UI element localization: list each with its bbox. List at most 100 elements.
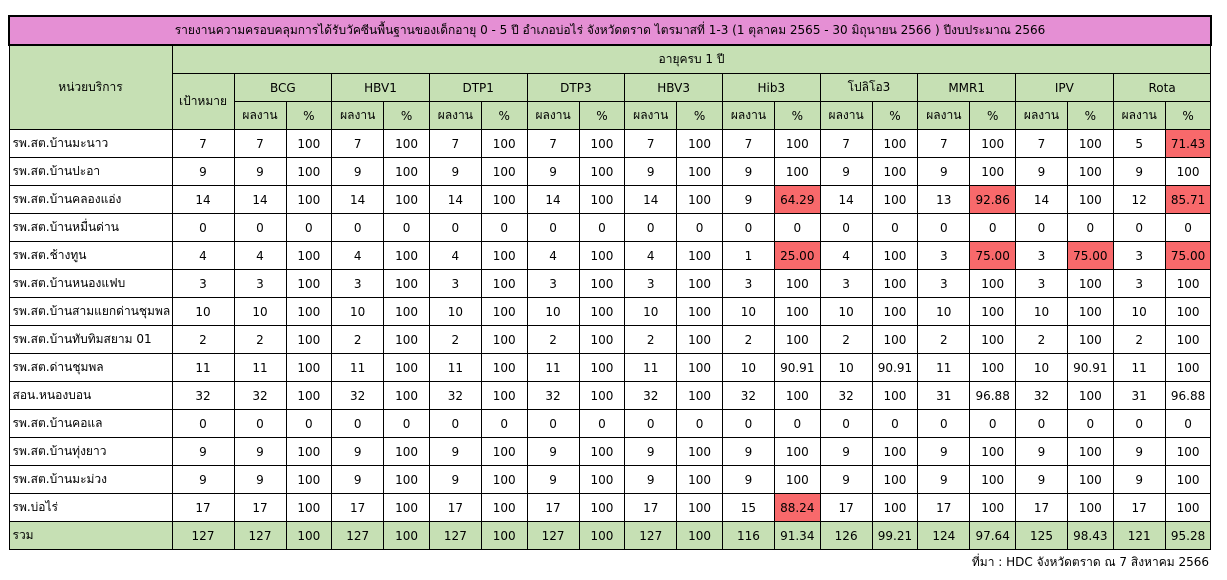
cell: 90.91: [1067, 353, 1114, 382]
table-row: รวม 127 127 100 127 100 127 100 127 100 127 100 116 9…: [8, 521, 1212, 550]
total-cell: 100: [383, 521, 430, 550]
cell: 17: [428, 493, 482, 522]
cell: 32: [526, 381, 580, 410]
cell: 9: [331, 465, 385, 494]
cell: 3: [1112, 269, 1166, 298]
cell: 100: [480, 465, 528, 494]
sub-header: %: [383, 101, 430, 130]
cell: 9: [721, 157, 775, 186]
cell: 9: [917, 157, 971, 186]
total-cell: 125: [1015, 521, 1068, 550]
cell: 100: [1067, 129, 1114, 158]
cell: 100: [969, 157, 1016, 186]
cell: 100: [1164, 269, 1212, 298]
cell: 90.91: [773, 353, 821, 382]
total-cell: 124: [917, 521, 971, 550]
cell: 1: [721, 241, 775, 270]
cell: 100: [1164, 325, 1212, 354]
cell: 4: [171, 241, 235, 270]
cell: 0: [773, 409, 821, 438]
total-cell: 99.21: [871, 521, 919, 550]
cell: 0: [871, 409, 919, 438]
cell: 2: [428, 325, 482, 354]
total-cell: 95.28: [1164, 521, 1212, 550]
cell: 7: [721, 129, 775, 158]
cell: 9: [1015, 437, 1068, 466]
cell: 75.00: [1067, 241, 1114, 270]
cell: 14: [233, 185, 287, 214]
cell: 0: [383, 409, 430, 438]
cell: 17: [917, 493, 971, 522]
cell: 0: [578, 409, 626, 438]
cell: 10: [171, 297, 235, 326]
unit-name: รพ.สต.บ้านหนองแฟบ: [8, 269, 173, 298]
cell: 100: [383, 437, 430, 466]
cell: 88.24: [773, 493, 821, 522]
cell: 100: [578, 381, 626, 410]
cell: 9: [917, 437, 971, 466]
cell: 9: [721, 437, 775, 466]
cell: 32: [624, 381, 678, 410]
cell: 0: [285, 409, 333, 438]
cell: 100: [676, 325, 723, 354]
cell: 10: [819, 353, 873, 382]
total-cell: 98.43: [1067, 521, 1114, 550]
group-header: อายุครบ 1 ปี: [171, 44, 1212, 74]
total-cell: 100: [676, 521, 723, 550]
cell: 17: [819, 493, 873, 522]
cell: 0: [480, 213, 528, 242]
cell: 32: [233, 381, 287, 410]
unit-name: รพ.บ่อไร่: [8, 493, 173, 522]
cell: 100: [383, 157, 430, 186]
cell: 100: [383, 269, 430, 298]
cell: 9: [331, 437, 385, 466]
cell: 100: [383, 297, 430, 326]
cell: 100: [969, 129, 1016, 158]
vaccine-header: Rota: [1112, 73, 1212, 102]
cell: 3: [624, 269, 678, 298]
cell: 100: [578, 241, 626, 270]
cell: 10: [721, 353, 775, 382]
cell: 10: [917, 297, 971, 326]
cell: 100: [383, 353, 430, 382]
total-cell: 127: [331, 521, 385, 550]
cell: 100: [578, 269, 626, 298]
cell: 100: [285, 493, 333, 522]
cell: 100: [383, 185, 430, 214]
cell: 5: [1112, 129, 1166, 158]
cell: 100: [578, 325, 626, 354]
cell: 0: [331, 409, 385, 438]
cell: 7: [331, 129, 385, 158]
cell: 0: [578, 213, 626, 242]
table-row: รพ.สต.บ้านทับทิมสยาม 01 2 2 100 2 100 2 100 2 100…: [8, 325, 1212, 354]
cell: 9: [526, 465, 580, 494]
table-row: รพ.สต.ด่านชุมพล 11 11 100 11 100 11 100 11 100 11 1…: [8, 353, 1212, 382]
cell: 14: [428, 185, 482, 214]
cell: 3: [1112, 241, 1166, 270]
cell: 7: [819, 129, 873, 158]
cell: 0: [233, 409, 287, 438]
cell: 100: [676, 185, 723, 214]
cell: 100: [676, 241, 723, 270]
cell: 100: [871, 381, 919, 410]
cell: 100: [871, 465, 919, 494]
cell: 11: [171, 353, 235, 382]
table-row: รพ.สต.บ้านสามแยกด่านชุมพล 10 10 100 10 100 10 1…: [8, 297, 1212, 326]
sub-header: ผลงาน: [331, 101, 385, 130]
cell: 100: [383, 465, 430, 494]
sub-header: %: [676, 101, 723, 130]
cell: 100: [578, 185, 626, 214]
cell: 100: [676, 381, 723, 410]
cell: 9: [624, 437, 678, 466]
table-row: รพ.สต.บ้านมะนาว 7 7 100 7 100 7 100 7 100 7 100 7 100…: [8, 129, 1212, 158]
cell: 14: [819, 185, 873, 214]
cell: 7: [428, 129, 482, 158]
table-row: รพ.สต.บ้านคลองแอ่ง 14 14 100 14 100 14 100 14 100…: [8, 185, 1212, 214]
cell: 10: [1112, 297, 1166, 326]
cell: 3: [819, 269, 873, 298]
cell: 2: [624, 325, 678, 354]
cell: 10: [331, 297, 385, 326]
source-note: ที่มา : HDC จังหวัดตราด ณ 7 สิงหาคม 2566: [971, 555, 1209, 569]
cell: 100: [773, 437, 821, 466]
cell: 100: [383, 493, 430, 522]
